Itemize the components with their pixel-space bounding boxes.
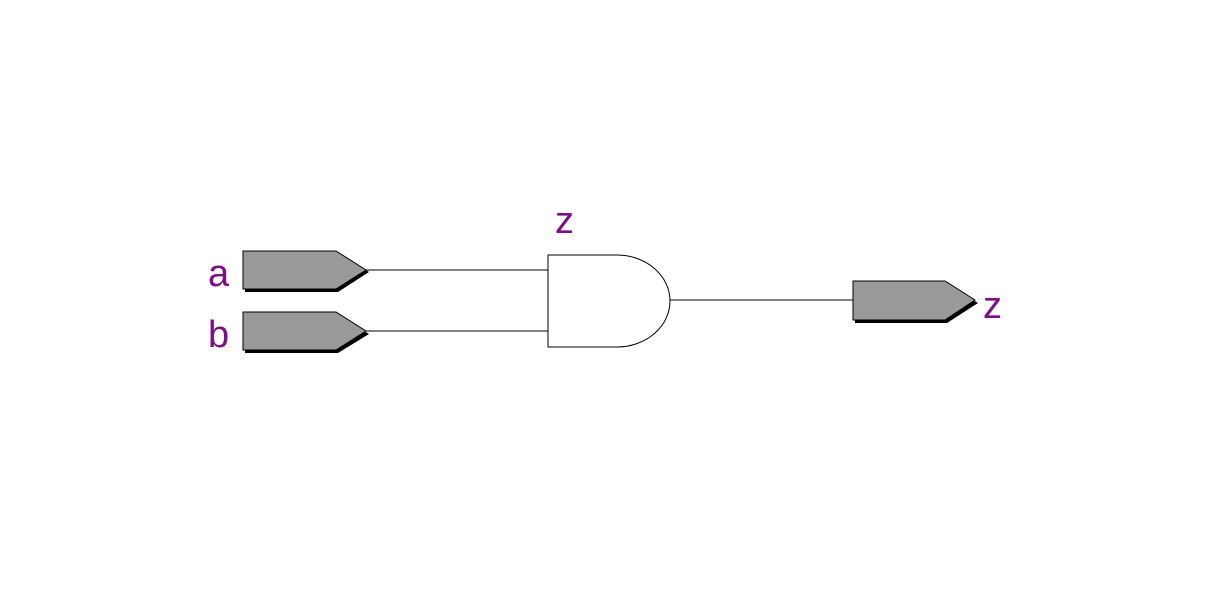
output-port-z[interactable] — [852, 280, 978, 323]
input-port-a-body — [242, 250, 367, 290]
input-label-a: a — [208, 253, 230, 295]
input-port-b-body — [242, 311, 367, 351]
and-gate[interactable] — [547, 254, 671, 348]
input-port-b[interactable] — [242, 311, 369, 353]
input-label-b: b — [208, 314, 229, 356]
output-port-z-body — [852, 280, 976, 321]
input-port-a[interactable] — [242, 250, 369, 292]
gate-label: z — [555, 200, 574, 242]
output-label-z: z — [983, 285, 1002, 327]
